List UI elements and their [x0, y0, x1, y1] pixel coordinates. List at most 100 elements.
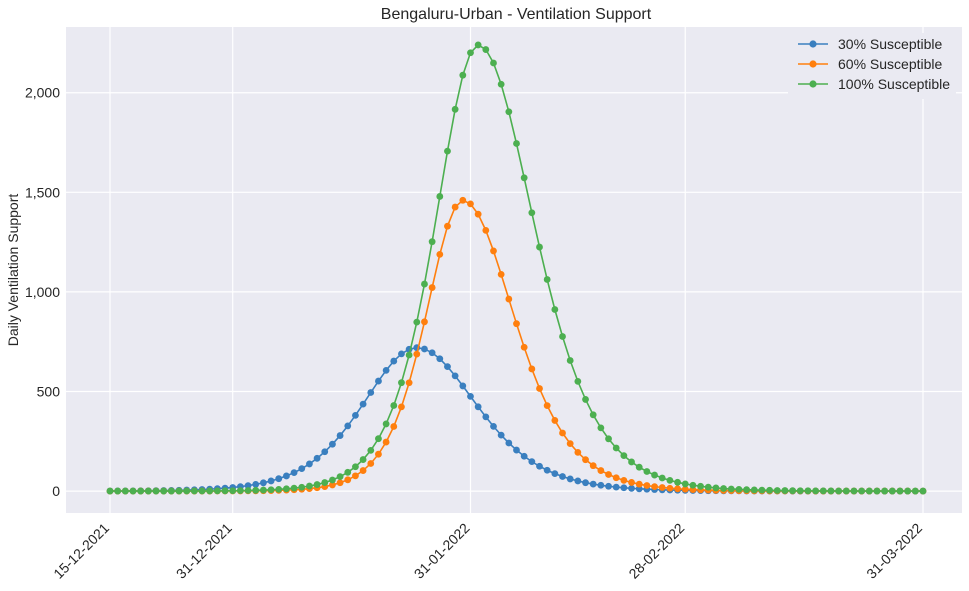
series-point — [474, 41, 482, 49]
series-point — [336, 479, 344, 487]
series-point — [505, 108, 513, 116]
series-point — [451, 203, 459, 211]
series-point — [605, 435, 612, 443]
series-point — [666, 484, 674, 492]
series-point — [881, 487, 889, 495]
series-point — [359, 456, 367, 463]
x-tick-label: 15-12-2021 — [50, 520, 112, 582]
series-point — [597, 424, 605, 432]
series-point — [620, 476, 628, 484]
series-point — [474, 210, 482, 218]
series-point — [543, 402, 551, 410]
series-point — [190, 487, 198, 495]
series-point — [513, 320, 520, 328]
series-point — [812, 487, 820, 495]
series-point — [313, 481, 321, 488]
series-point — [244, 482, 252, 490]
series-point — [589, 462, 597, 470]
series-point — [390, 423, 398, 430]
series-point — [275, 485, 283, 493]
series-point — [398, 350, 405, 358]
series-point — [796, 487, 804, 495]
series-point — [436, 355, 444, 363]
series-point — [167, 487, 175, 495]
series-point — [428, 284, 436, 291]
series-point — [628, 479, 635, 486]
series-point — [436, 193, 444, 200]
x-tick-label: 28-02-2022 — [625, 520, 687, 582]
series-point — [566, 440, 574, 447]
series-point — [451, 372, 459, 380]
series-point — [911, 487, 919, 495]
series-point — [536, 243, 543, 251]
series-point — [612, 444, 620, 452]
series-point — [651, 483, 658, 491]
series-point — [904, 487, 912, 495]
series-point — [888, 487, 896, 495]
series-point — [628, 484, 635, 492]
y-tick-label: 1,000 — [25, 284, 60, 300]
series-point — [329, 476, 336, 484]
series-point — [551, 417, 559, 424]
grid — [66, 27, 962, 513]
legend-marker — [809, 60, 817, 68]
series-point — [873, 487, 881, 495]
legend-marker — [809, 40, 817, 48]
y-tick-label: 0 — [52, 483, 60, 499]
series-point — [359, 400, 367, 408]
series-point — [390, 357, 398, 365]
series-point — [574, 377, 582, 385]
series-point — [513, 140, 520, 147]
y-axis: 0 500 1,000 1,500 2,000 — [25, 85, 60, 499]
series-point — [298, 483, 306, 491]
series-point — [735, 485, 743, 493]
series-point — [352, 472, 359, 480]
series-point — [367, 460, 375, 467]
series-point — [528, 365, 536, 373]
series-point — [444, 363, 451, 371]
series-point — [497, 431, 505, 439]
series-point — [352, 411, 359, 419]
series-point — [490, 59, 497, 67]
series-point — [267, 486, 275, 494]
series-point — [574, 449, 582, 456]
series-point — [482, 226, 490, 234]
series-point — [513, 446, 520, 454]
series-point — [444, 222, 451, 230]
series-point — [551, 470, 559, 478]
series-point — [520, 343, 528, 351]
series-point — [421, 345, 428, 353]
series-point — [651, 471, 658, 479]
series-point — [375, 435, 382, 443]
y-tick-label: 500 — [37, 384, 61, 400]
series-point — [582, 396, 589, 403]
series-point — [505, 295, 513, 303]
series-point — [144, 487, 152, 495]
series-point — [336, 473, 344, 481]
series-point — [375, 377, 382, 385]
series-point — [259, 479, 267, 487]
series-point — [520, 452, 528, 460]
series-point — [605, 471, 612, 478]
series-point — [582, 456, 589, 464]
series-point — [490, 247, 497, 255]
series-point — [236, 487, 244, 495]
series-point — [681, 485, 689, 493]
x-tick-label: 31-12-2021 — [173, 520, 235, 582]
series-point — [428, 238, 436, 246]
series-point — [597, 467, 605, 474]
series-point — [842, 487, 850, 495]
series-point — [283, 472, 290, 480]
series-point — [727, 485, 735, 493]
series-point — [612, 474, 620, 482]
series-point — [336, 432, 344, 439]
series-point — [421, 280, 428, 288]
series-point — [283, 485, 290, 493]
y-axis-label: Daily Ventilation Support — [5, 194, 21, 347]
series-point — [313, 454, 321, 462]
series-point — [497, 80, 505, 88]
series-point — [398, 403, 405, 411]
series-point — [459, 382, 467, 390]
series-point — [329, 440, 336, 448]
